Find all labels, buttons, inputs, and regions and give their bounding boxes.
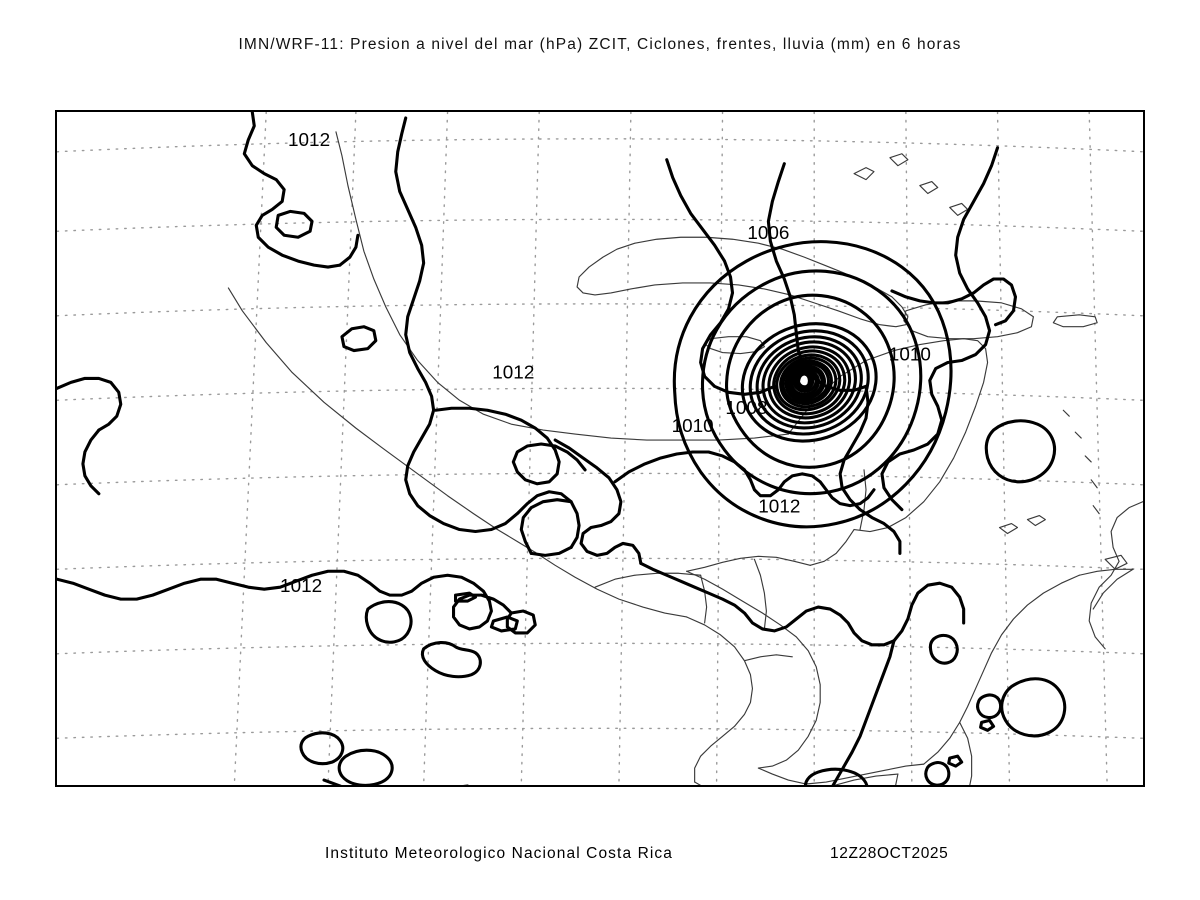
forecast-timestamp: 12Z28OCT2025 [830, 845, 949, 862]
page-title: IMN/WRF-11: Presion a nivel del mar (hPa… [238, 36, 962, 53]
institute-credit: Instituto Meteorologico Nacional Costa R… [325, 845, 673, 862]
contour-label-1006-cyclone: 1006 [747, 223, 789, 244]
graticule [57, 112, 1143, 785]
contour-labels: 1012 1006 1010 1012 1008 1010 1012 1012 [280, 130, 931, 597]
footer: Instituto Meteorologico Nacional Costa R… [55, 845, 1145, 873]
contour-label-1010-east: 1010 [889, 345, 931, 366]
map-frame: 1012 1006 1010 1012 1008 1010 1012 1012 [55, 110, 1145, 787]
contour-label-1012-pacific: 1012 [280, 576, 322, 597]
contour-label-1008: 1008 [725, 398, 767, 419]
contour-label-1012-centralamerica: 1012 [492, 362, 534, 383]
contour-label-1012-nw: 1012 [288, 130, 330, 151]
coastlines [227, 131, 1143, 785]
contour-label-1010-west: 1010 [672, 416, 714, 437]
isobar-contours [57, 112, 1067, 785]
contour-label-1012-panama: 1012 [758, 497, 800, 518]
pressure-contour-map: 1012 1006 1010 1012 1008 1010 1012 1012 [57, 112, 1143, 785]
